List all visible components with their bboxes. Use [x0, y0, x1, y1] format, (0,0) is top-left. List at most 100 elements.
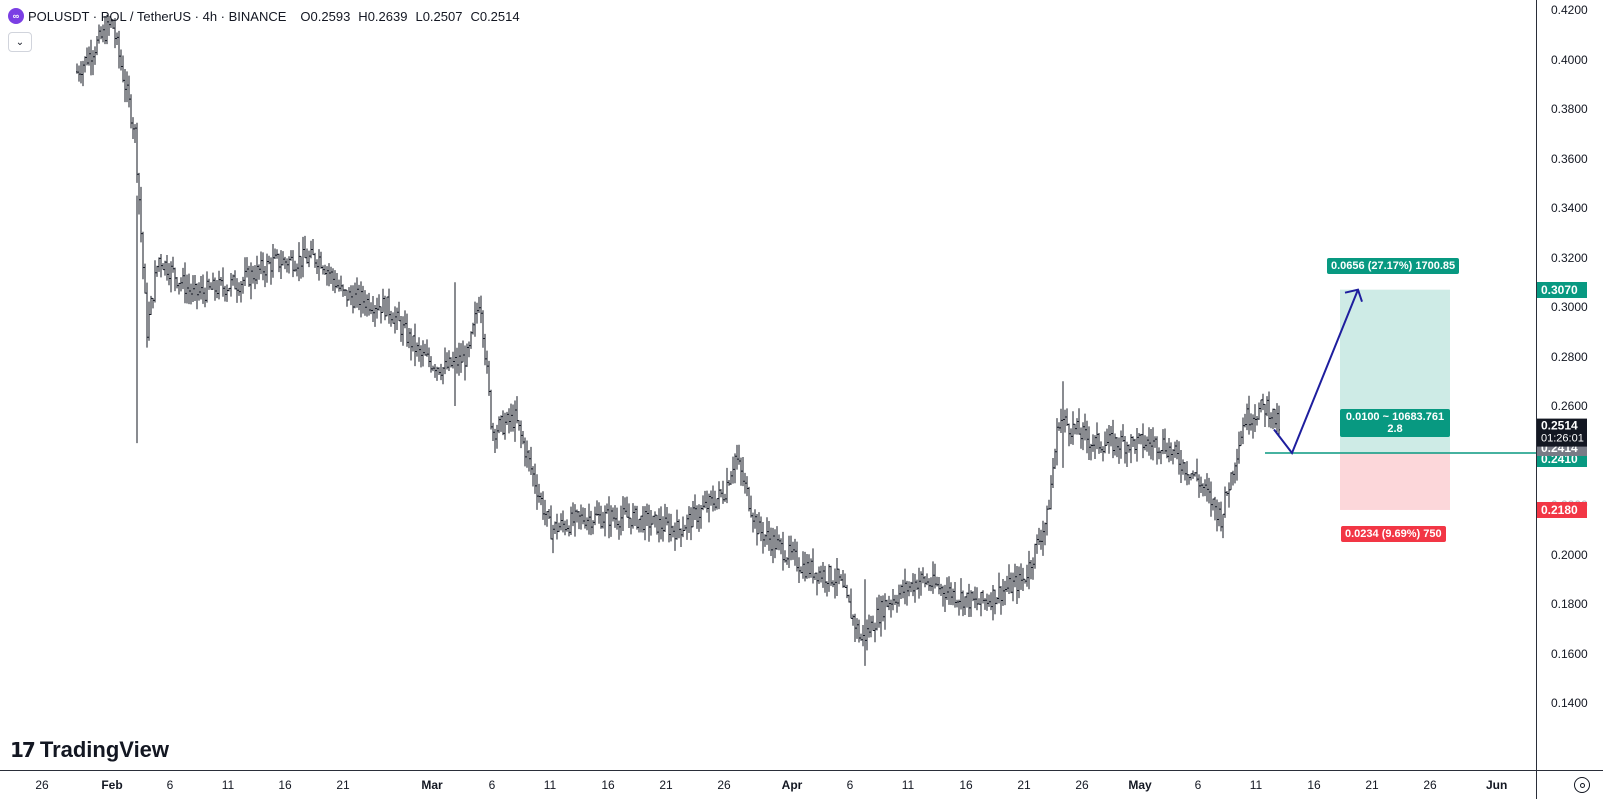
ohlc-bar [560, 513, 562, 531]
ohlc-bar [106, 14, 108, 45]
ohlc-bar [662, 516, 664, 542]
ohlc-bar [1182, 459, 1184, 475]
ohlc-bar [708, 493, 710, 523]
ohlc-bar [464, 345, 466, 381]
ohlc-bar [590, 510, 592, 536]
price-axis[interactable]: 0.4200 0.4000 0.3800 0.3600 0.3400 0.3200 0.30… [1536, 0, 1603, 770]
ohlc-bar [190, 283, 192, 305]
ohlc-bar [144, 263, 146, 294]
ohlc-bar [1192, 470, 1194, 479]
ohlc-bar [252, 265, 254, 284]
ohlc-bar [1084, 413, 1086, 441]
ohlc-bar [660, 506, 662, 540]
ohlc-bar [1188, 474, 1190, 485]
ohlc-bar [98, 24, 100, 44]
ohlc-bar [710, 490, 712, 506]
legend-collapse-button[interactable]: ⌄ [8, 32, 32, 52]
ohlc-bar [126, 71, 128, 103]
projection-path [1273, 289, 1359, 456]
ohlc-bar [1116, 437, 1118, 458]
ohlc-bar [802, 551, 804, 579]
ohlc-bar [814, 572, 816, 580]
ohlc-bar [256, 255, 258, 285]
ohlc-bar [526, 440, 528, 468]
ohlc-bar [124, 69, 126, 103]
ohlc-bar [818, 566, 820, 584]
ohlc-bar [1184, 461, 1186, 481]
current-price: 0.2514 [1541, 418, 1578, 433]
ohlc-bar [658, 508, 660, 543]
symbol-legend: ∞ POLUSDT · POL / TetherUS · 4h · BINANC… [8, 8, 520, 24]
ohlc-bar [1242, 417, 1244, 445]
ohlc-bar [164, 260, 166, 276]
ohlc-bar [1072, 411, 1074, 445]
risk-reward-line1: 0.0100 ~ 10683.761 [1345, 411, 1445, 423]
ohlc-bar [178, 282, 180, 295]
ohlc-bar [202, 274, 204, 304]
ohlc-bar [898, 584, 900, 607]
tradingview-logo[interactable]: 17 TradingView [10, 737, 169, 763]
ohlc-bar [918, 567, 920, 599]
ohlc-bar [1060, 408, 1062, 433]
ohlc-bar [856, 618, 858, 639]
ohlc-bar [666, 507, 668, 526]
price-tick: 0.3200 [1551, 250, 1588, 265]
ohlc-bar [1100, 441, 1102, 454]
ohlc-bar [1130, 434, 1132, 464]
ohlc-bar [1070, 428, 1072, 445]
time-axis[interactable]: 26 Feb 6 11 16 21 Mar 6 11 16 21 26 Apr 6 11 16 21 26 May 6… [0, 770, 1536, 799]
ohlc-bar [522, 431, 524, 445]
chart-pane[interactable]: ∞ POLUSDT · POL / TetherUS · 4h · BINANC… [0, 0, 1536, 770]
ohlc-bar [118, 30, 120, 69]
ohlc-bar [1160, 450, 1162, 465]
ohlc-bar [1180, 449, 1182, 484]
settings-gear-icon[interactable] [1574, 777, 1590, 793]
ohlc-bar [1092, 434, 1094, 452]
symbol-title[interactable]: POLUSDT · POL / TetherUS · 4h · BINANCE [28, 8, 287, 24]
ohlc-bar [176, 276, 178, 289]
arrow-head-icon [1344, 288, 1363, 302]
target-label[interactable]: 0.0656 (27.17%) 1700.85 [1327, 258, 1460, 274]
ohlc-bar [984, 598, 986, 610]
ohlc-bar [910, 581, 912, 593]
ohlc-bar [346, 289, 348, 307]
ohlc-bar [370, 302, 372, 315]
ohlc-bar [936, 576, 938, 587]
ohlc-bar [716, 498, 718, 510]
ohlc-bar [1270, 412, 1272, 429]
ohlc-bar [1094, 435, 1096, 460]
ohlc-bar [848, 594, 850, 603]
ohlc-bar [394, 306, 396, 334]
ohlc-bar [524, 437, 526, 467]
ohlc-bar [84, 56, 86, 73]
ohlc-bar [884, 593, 886, 630]
price-chart[interactable] [0, 0, 1536, 770]
ohlc-bar [1196, 458, 1198, 482]
ohlc-bar [432, 365, 434, 372]
ohlc-bar [858, 619, 860, 643]
price-tick: 0.2000 [1551, 547, 1588, 562]
stop-label[interactable]: 0.0234 (9.69%) 750 [1341, 526, 1446, 542]
ohlc-bar [792, 541, 794, 560]
ohlc-bar [440, 363, 442, 381]
ohlc-bar [1056, 418, 1058, 466]
ohlc-bar [880, 595, 882, 637]
ohlc-bar [1052, 457, 1054, 489]
ohlc-bar [1178, 441, 1180, 475]
ohlc-bar [830, 565, 832, 586]
ohlc-bar [304, 235, 306, 259]
ohlc-bar [812, 548, 814, 584]
time-tick: 21 [1017, 778, 1031, 792]
ohlc-bar [200, 275, 202, 300]
ohlc-bar [240, 280, 242, 303]
ohlc-bar [1058, 422, 1060, 431]
ohlc-bar [412, 335, 414, 352]
ohlc-bar [76, 63, 78, 74]
ohlc-bar [1262, 393, 1264, 411]
ohlc-bar [1110, 425, 1112, 447]
ohlc-bar [604, 505, 606, 537]
ohlc-bar [1096, 422, 1098, 450]
risk-reward-label[interactable]: 0.0100 ~ 10683.761 2.8 [1340, 409, 1450, 437]
ohlc-bar [494, 428, 496, 454]
ohlc-bar [316, 259, 318, 274]
